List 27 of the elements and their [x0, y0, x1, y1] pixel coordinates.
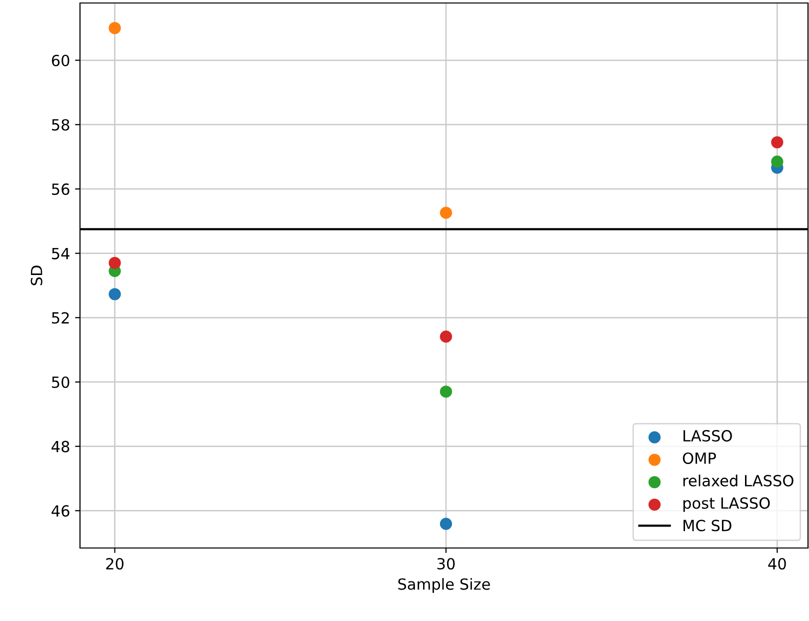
point	[108, 288, 121, 300]
point	[108, 22, 121, 34]
y-tick-label: 50	[52, 376, 70, 388]
y-tick-label: 46	[52, 505, 70, 517]
legend-label: post LASSO	[683, 497, 770, 512]
point	[440, 206, 452, 219]
legend-label: LASSO	[684, 430, 732, 442]
y-tick-label: 60	[52, 54, 70, 66]
legend-label: relaxed LASSO	[683, 474, 794, 486]
point	[108, 256, 121, 270]
point	[440, 386, 452, 398]
y-tick-label: 54	[52, 248, 70, 260]
point	[771, 136, 784, 148]
x-tick-label: 30	[437, 558, 455, 570]
point	[440, 330, 452, 343]
x-axis-title: Sample Size	[398, 578, 490, 593]
y-tick-label: 58	[52, 119, 70, 131]
y-tick-label: 48	[52, 440, 70, 452]
point	[440, 518, 452, 530]
legend-label: MC SD	[684, 520, 732, 532]
legend-label: OMP	[682, 452, 716, 464]
y-tick-label: 56	[52, 183, 70, 195]
y-tick-label: 52	[52, 312, 69, 324]
x-tick-label: 40	[768, 558, 786, 570]
point	[771, 156, 784, 168]
y-axis-title: SD	[30, 266, 42, 286]
x-tick-label: 20	[106, 558, 124, 570]
